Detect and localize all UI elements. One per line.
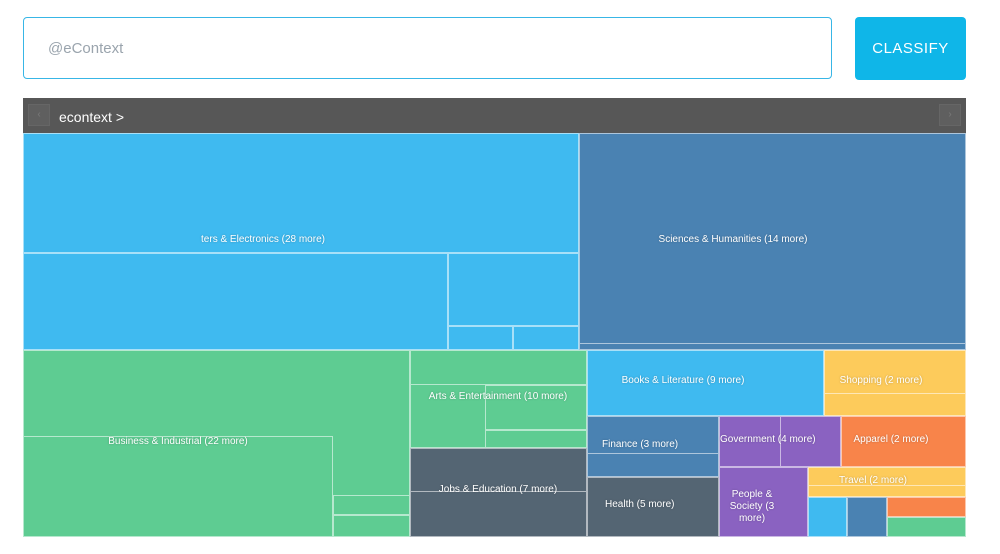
treemap-subcell[interactable] xyxy=(333,515,410,537)
search-box xyxy=(23,17,832,79)
treemap-subcell[interactable] xyxy=(410,491,587,537)
treemap-label: Travel (2 more) xyxy=(839,475,907,486)
treemap-cell[interactable] xyxy=(808,497,847,537)
treemap-subcell[interactable] xyxy=(824,393,966,416)
treemap-cell-people-society[interactable] xyxy=(719,467,808,537)
treemap-label: Arts & Entertainment (10 more) xyxy=(428,391,568,402)
treemap-label: Jobs & Education (7 more) xyxy=(438,484,558,495)
treemap-nav-bar: ‹ econtext > › xyxy=(23,98,966,133)
treemap-subcell[interactable] xyxy=(448,326,513,350)
chevron-left-icon[interactable]: ‹ xyxy=(28,104,50,126)
treemap-label: Health (5 more) xyxy=(605,499,675,510)
treemap-label: Apparel (2 more) xyxy=(853,434,929,445)
treemap-label: ters & Electronics (28 more) xyxy=(201,234,325,245)
chevron-right-icon[interactable]: › xyxy=(939,104,961,126)
treemap-label: People & Society (3 more) xyxy=(729,489,775,524)
treemap-label: Government (4 more) xyxy=(720,434,816,445)
treemap-subcell[interactable] xyxy=(513,326,579,350)
breadcrumb[interactable]: econtext > xyxy=(59,109,124,125)
treemap-subcell[interactable] xyxy=(780,416,841,467)
treemap-subcell[interactable] xyxy=(485,385,587,430)
treemap-subcell[interactable] xyxy=(23,133,579,253)
treemap-cell[interactable] xyxy=(887,497,966,517)
treemap-label: Shopping (2 more) xyxy=(839,375,923,386)
treemap-label: Sciences & Humanities (14 more) xyxy=(658,234,808,245)
treemap-cell[interactable] xyxy=(887,517,966,537)
treemap-subcell[interactable] xyxy=(23,436,333,537)
treemap-label: Books & Literature (9 more) xyxy=(621,375,745,386)
classify-button[interactable]: CLASSIFY xyxy=(855,17,966,80)
treemap-subcell[interactable] xyxy=(333,495,410,515)
treemap-cell[interactable] xyxy=(847,497,887,537)
treemap-label: Finance (3 more) xyxy=(602,439,679,450)
treemap-subcell[interactable] xyxy=(410,350,587,385)
treemap-subcell[interactable] xyxy=(23,253,448,350)
treemap-subcell[interactable] xyxy=(485,430,587,448)
treemap-subcell[interactable] xyxy=(579,343,966,350)
search-input[interactable] xyxy=(24,18,831,78)
treemap-cell-apparel[interactable] xyxy=(841,416,966,467)
treemap-subcell[interactable] xyxy=(808,485,966,497)
category-treemap: ters & Electronics (28 more) Sciences & … xyxy=(23,133,966,537)
treemap-cell-books-literature[interactable] xyxy=(587,350,824,416)
treemap-cell-health[interactable] xyxy=(587,477,719,537)
treemap-subcell[interactable] xyxy=(448,253,579,326)
treemap-subcell[interactable] xyxy=(587,453,719,477)
treemap-label: Business & Industrial (22 more) xyxy=(108,436,248,447)
